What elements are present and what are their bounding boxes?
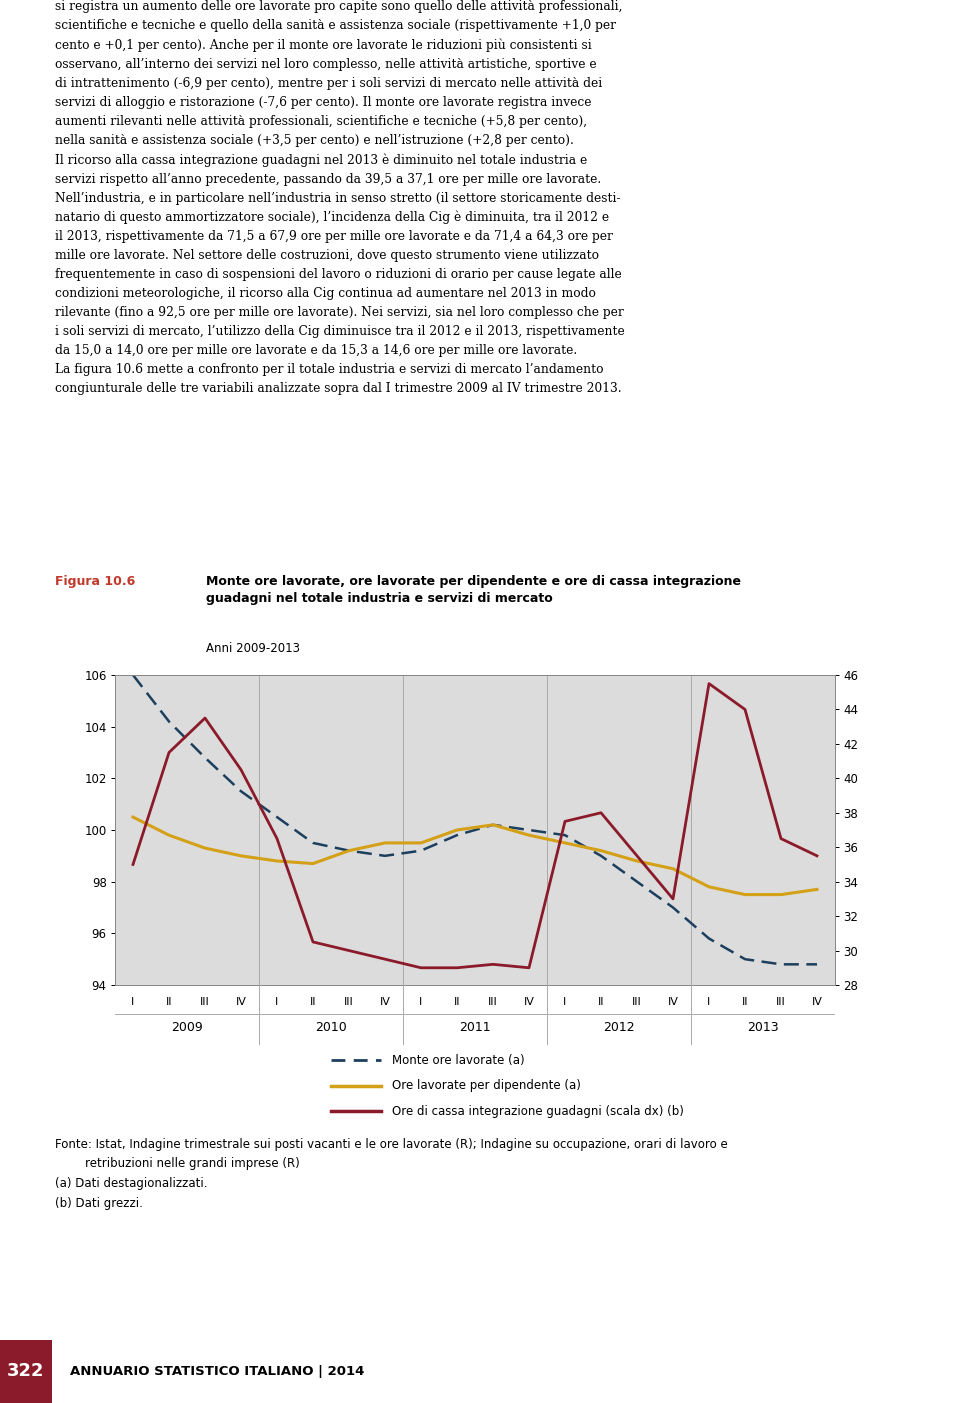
- Text: Fonte: Istat, Indagine trimestrale sui posti vacanti e le ore lavorate (R); Inda: Fonte: Istat, Indagine trimestrale sui p…: [55, 1138, 728, 1209]
- Text: I: I: [420, 998, 422, 1007]
- Text: I: I: [276, 998, 278, 1007]
- Text: 2009: 2009: [171, 1021, 203, 1034]
- Text: si registra un aumento delle ore lavorate pro capite sono quello delle attività : si registra un aumento delle ore lavorat…: [55, 0, 625, 396]
- Text: III: III: [344, 998, 354, 1007]
- Text: Ore di cassa integrazione guadagni (scala dx) (b): Ore di cassa integrazione guadagni (scal…: [393, 1104, 684, 1118]
- Text: Monte ore lavorate (a): Monte ore lavorate (a): [393, 1054, 525, 1066]
- Text: I: I: [132, 998, 134, 1007]
- Text: Monte ore lavorate, ore lavorate per dipendente e ore di cassa integrazione
guad: Monte ore lavorate, ore lavorate per dip…: [205, 575, 740, 605]
- Text: III: III: [488, 998, 498, 1007]
- Text: Anni 2009-2013: Anni 2009-2013: [205, 641, 300, 655]
- Text: 2013: 2013: [747, 1021, 779, 1034]
- Text: I: I: [708, 998, 710, 1007]
- Bar: [0, 1340, 52, 1403]
- Text: IV: IV: [811, 998, 823, 1007]
- Text: IV: IV: [379, 998, 391, 1007]
- Text: Ore lavorate per dipendente (a): Ore lavorate per dipendente (a): [393, 1079, 581, 1093]
- Text: III: III: [776, 998, 786, 1007]
- Text: Figura 10.6: Figura 10.6: [55, 575, 135, 588]
- Text: 2011: 2011: [459, 1021, 491, 1034]
- Text: I: I: [564, 998, 566, 1007]
- Text: III: III: [632, 998, 642, 1007]
- Text: IV: IV: [523, 998, 535, 1007]
- Text: 2012: 2012: [603, 1021, 635, 1034]
- Text: II: II: [742, 998, 748, 1007]
- Text: II: II: [598, 998, 604, 1007]
- Text: II: II: [454, 998, 460, 1007]
- Text: II: II: [310, 998, 316, 1007]
- Text: ANNUARIO STATISTICO ITALIANO | 2014: ANNUARIO STATISTICO ITALIANO | 2014: [70, 1365, 365, 1378]
- Text: 2010: 2010: [315, 1021, 347, 1034]
- Text: IV: IV: [667, 998, 679, 1007]
- Text: II: II: [166, 998, 172, 1007]
- Text: III: III: [200, 998, 210, 1007]
- Text: 322: 322: [8, 1362, 45, 1381]
- Text: IV: IV: [235, 998, 247, 1007]
